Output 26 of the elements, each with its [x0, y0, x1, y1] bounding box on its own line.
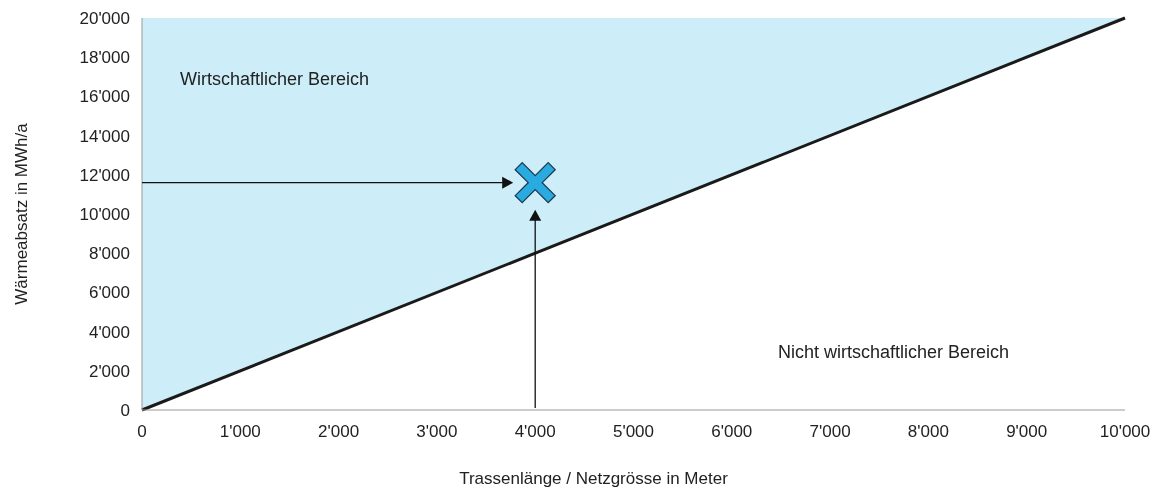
x-tick-label: 7'000 [809, 422, 851, 441]
x-tick-label: 8'000 [907, 422, 949, 441]
y-tick-label: 16'000 [79, 87, 130, 107]
x-tick-label: 0 [137, 422, 147, 441]
x-tick-label: 9'000 [1006, 422, 1048, 441]
y-axis-title: Wärmeabsatz in MWh/a [12, 122, 31, 305]
x-axis-title: Trassenlänge / Netzgrösse in Meter [459, 469, 729, 488]
y-tick-label: 4'000 [88, 322, 130, 342]
y-tick-label: 8'000 [88, 244, 130, 264]
y-tick-label: 12'000 [79, 165, 130, 185]
x-tick-label: 6'000 [711, 422, 753, 441]
y-tick-label: 10'000 [79, 205, 130, 224]
x-tick-label: 4'000 [514, 422, 556, 441]
x-tick-label: 2'000 [318, 422, 360, 441]
x-tick-label: 3'000 [416, 422, 458, 441]
y-tick-label: 2'000 [88, 361, 130, 381]
y-tick-label: 20'000 [79, 9, 130, 28]
x-tick-label: 10'000 [1099, 422, 1151, 441]
x-tick-label: 5'000 [612, 422, 655, 441]
y-tick-label: 18'000 [79, 48, 130, 68]
y-tick-label: 6'000 [88, 283, 130, 303]
annotation: Wirtschaftlicher Bereich [180, 69, 370, 89]
y-tick-label: 14'000 [79, 126, 130, 146]
x-tick-label: 1'000 [219, 422, 261, 441]
annotation: Nicht wirtschaftlicher Bereich [778, 342, 1010, 362]
y-tick-label: 0 [120, 401, 130, 420]
